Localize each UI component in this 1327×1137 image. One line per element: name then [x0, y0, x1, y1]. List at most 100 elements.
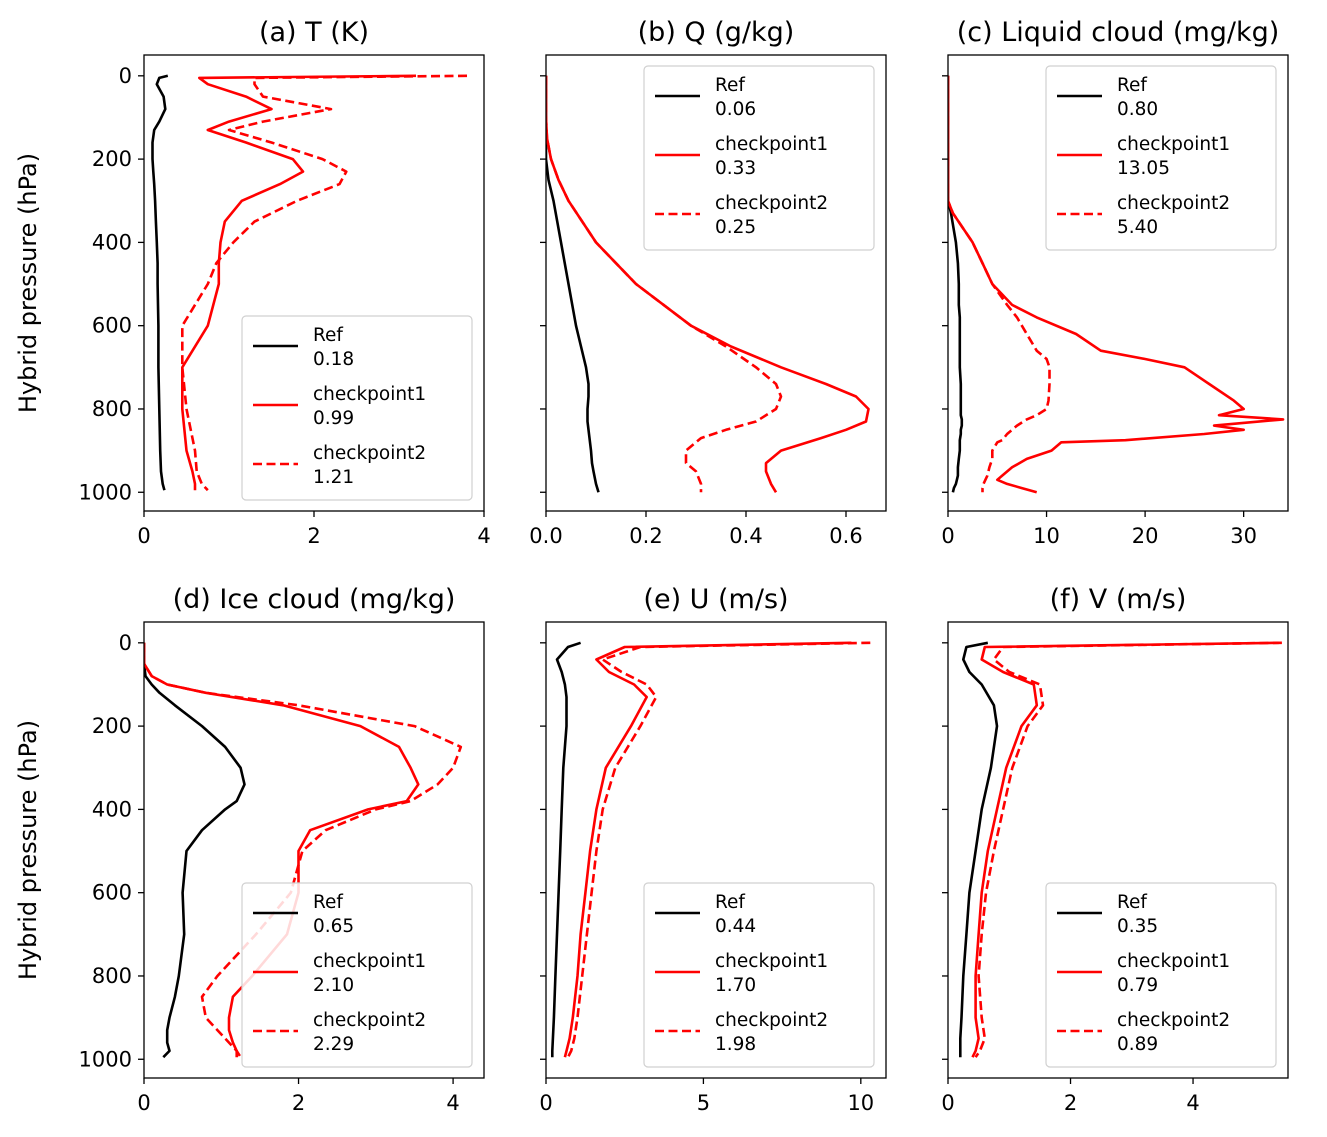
y-tick-label: 0 [119, 64, 132, 88]
legend-label: checkpoint2 [715, 193, 828, 214]
y-tick-label: 200 [92, 147, 132, 171]
x-tick-label: 10 [847, 1091, 874, 1115]
series-line-checkpoint1 [144, 642, 420, 1058]
x-tick-label: 0 [137, 524, 150, 548]
legend-label: Ref [715, 75, 745, 96]
panel-title: (e) U (m/s) [643, 584, 788, 615]
y-tick-label: 1000 [79, 1047, 132, 1071]
legend-value: 0.44 [715, 916, 756, 937]
legend-box [241, 315, 473, 501]
series-group [948, 75, 1285, 494]
x-tick-label: 0 [941, 1091, 954, 1115]
panel-title: (c) Liquid cloud (mg/kg) [957, 17, 1280, 48]
legend-value: 0.99 [313, 408, 354, 429]
y-tick-label: 800 [92, 397, 132, 421]
series-line-checkpoint1 [563, 641, 852, 1058]
legend-box [1045, 882, 1277, 1068]
legend-value: 1.98 [715, 1034, 756, 1055]
series-line-Ref [144, 642, 246, 1059]
legend-value: 1.21 [313, 467, 354, 488]
legend-box [643, 65, 875, 251]
legend-box [1045, 65, 1277, 251]
panel-6: (f) V (m/s) 0 2 4 Ref 0.35 checkpoint1 0.79 chec… [941, 584, 1289, 1115]
y-tick-label: 200 [92, 714, 132, 738]
legend-label: Ref [313, 892, 343, 913]
x-tick-label: 5 [697, 1091, 710, 1115]
axes-frame [545, 621, 887, 1079]
series-line-checkpoint2 [181, 74, 468, 492]
x-tick-label: 0 [137, 1091, 150, 1115]
x-tick-label: 20 [1132, 524, 1159, 548]
legend-label: checkpoint1 [715, 134, 828, 155]
legend-label: checkpoint1 [1117, 951, 1230, 972]
series-line-checkpoint1 [181, 74, 417, 491]
legend-value: 0.25 [715, 217, 756, 238]
x-tick-label: 0.2 [629, 524, 662, 548]
x-tick-label: 0.0 [529, 524, 562, 548]
y-tick-label: 400 [92, 797, 132, 821]
legend-value: 0.33 [715, 158, 756, 179]
x-tick-label: 0.4 [729, 524, 762, 548]
x-tick-label: 10 [1033, 524, 1060, 548]
series-group [958, 641, 1282, 1058]
series-line-checkpoint2 [566, 641, 871, 1058]
legend-value: 0.79 [1117, 975, 1158, 996]
legend-label: checkpoint1 [1117, 134, 1230, 155]
legend-value: 0.80 [1117, 99, 1158, 120]
series-line-checkpoint2 [546, 75, 783, 493]
x-tick-label: 4 [1186, 1091, 1199, 1115]
series-group [546, 75, 870, 493]
series-line-Ref [151, 74, 169, 491]
x-tick-label: 4 [477, 524, 490, 548]
series-line-Ref [546, 75, 600, 493]
panel-title: (d) Ice cloud (mg/kg) [173, 584, 456, 615]
legend-label: checkpoint2 [715, 1010, 828, 1031]
panel-3: (c) Liquid cloud (mg/kg) 0 10 20 30 Ref 0.80 ch… [941, 17, 1289, 548]
x-tick-label: 0 [539, 1091, 552, 1115]
y-tick-label: 600 [92, 314, 132, 338]
legend-label: checkpoint1 [313, 384, 426, 405]
series-line-checkpoint1 [971, 641, 1279, 1058]
x-tick-label: 2 [292, 1091, 305, 1115]
legend: Ref 0.44 checkpoint1 1.70 checkpoint2 1.98 [643, 882, 875, 1068]
series-line-Ref [958, 641, 999, 1058]
legend-value: 13.05 [1117, 158, 1170, 179]
legend-value: 2.10 [313, 975, 354, 996]
legend-value: 0.06 [715, 99, 756, 120]
legend-value: 0.65 [313, 916, 354, 937]
legend-label: checkpoint1 [313, 951, 426, 972]
panel-title: (f) V (m/s) [1050, 584, 1187, 615]
series-line-checkpoint1 [948, 75, 1285, 494]
y-tick-label: 0 [119, 631, 132, 655]
series-group [151, 74, 468, 492]
series-group [550, 641, 871, 1058]
y-tick-label: 800 [92, 964, 132, 988]
series-line-checkpoint2 [974, 641, 1282, 1058]
y-tick-label: 400 [92, 230, 132, 254]
panel-5: (e) U (m/s) 0 5 10 Ref 0.44 checkpoint1 1.70 che… [539, 584, 887, 1115]
legend-label: Ref [1117, 892, 1147, 913]
legend-value: 2.29 [313, 1034, 354, 1055]
y-tick-label: 1000 [79, 480, 132, 504]
legend-label: checkpoint1 [715, 951, 828, 972]
series-line-checkpoint2 [144, 642, 463, 1058]
legend-value: 1.70 [715, 975, 756, 996]
legend: Ref 0.18 checkpoint1 0.99 checkpoint2 1.21 [241, 315, 473, 501]
x-tick-label: 0.6 [829, 524, 862, 548]
axes-frame [947, 621, 1289, 1079]
x-tick-label: 2 [1064, 1091, 1077, 1115]
legend-label: checkpoint2 [313, 443, 426, 464]
legend-value: 0.35 [1117, 916, 1158, 937]
legend-label: checkpoint2 [1117, 1010, 1230, 1031]
y-tick-label: 600 [92, 881, 132, 905]
axes-frame [545, 54, 887, 512]
y-axis-label: Hybrid pressure (hPa) [14, 720, 42, 980]
legend-label: Ref [1117, 75, 1147, 96]
x-tick-label: 2 [307, 524, 320, 548]
legend-label: checkpoint2 [1117, 193, 1230, 214]
legend-value: 0.89 [1117, 1034, 1158, 1055]
legend-box [241, 882, 473, 1068]
legend: Ref 0.65 checkpoint1 2.10 checkpoint2 2.29 [241, 882, 473, 1068]
